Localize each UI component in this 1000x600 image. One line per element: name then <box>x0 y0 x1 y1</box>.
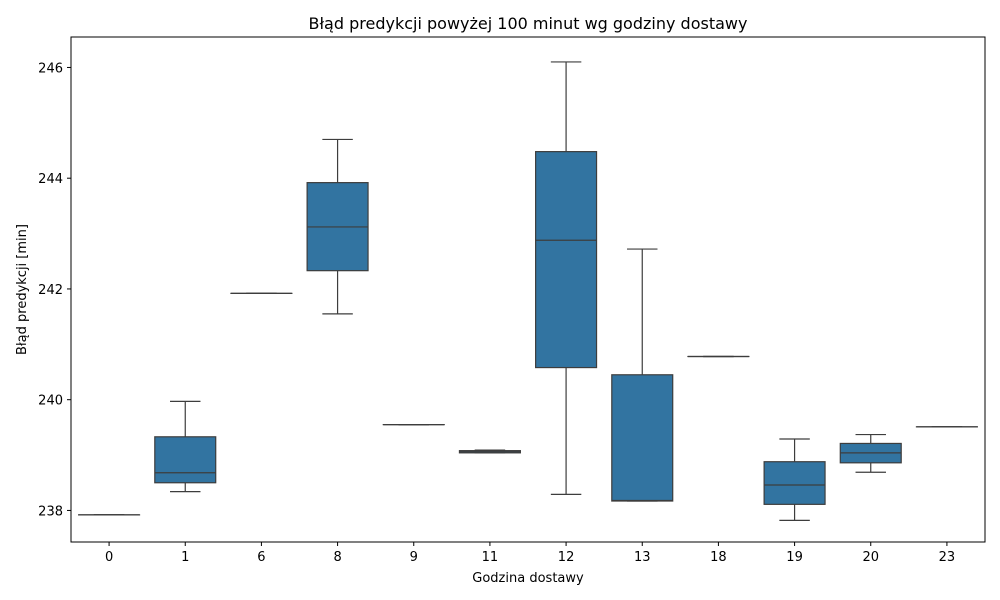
y-tick-label: 244 <box>38 172 63 187</box>
box-iqr <box>611 374 674 502</box>
box-group-8 <box>306 138 369 315</box>
x-axis: 0 1 6 8 9 11 12 13 18 19 20 23 <box>105 542 955 565</box>
x-tick-label: 9 <box>410 550 418 565</box>
box-iqr <box>154 436 217 484</box>
x-tick-label: 6 <box>257 550 265 565</box>
box-group-13 <box>611 248 674 502</box>
plot-area-frame <box>70 36 986 543</box>
y-tick-label: 246 <box>38 61 63 76</box>
box-group-1 <box>154 400 217 493</box>
x-tick-label: 0 <box>105 550 113 565</box>
y-axis: 238 240 242 244 246 <box>38 61 71 519</box>
x-tick-label: 8 <box>333 550 341 565</box>
box-group-19 <box>763 438 826 522</box>
x-tick-label: 11 <box>482 550 499 565</box>
x-tick-label: 18 <box>710 550 727 565</box>
x-tick-label: 19 <box>786 550 803 565</box>
x-tick-label: 1 <box>181 550 189 565</box>
boxes-layer <box>78 61 978 522</box>
box-group-11 <box>458 449 521 454</box>
y-tick-label: 238 <box>38 504 63 519</box>
y-tick-label: 240 <box>38 394 63 409</box>
chart-title: Błąd predykcji powyżej 100 minut wg godz… <box>309 14 748 33</box>
x-tick-label: 20 <box>862 550 879 565</box>
box-group-20 <box>839 433 902 473</box>
x-tick-label: 23 <box>939 550 956 565</box>
x-tick-label: 13 <box>634 550 651 565</box>
y-axis-title: Błąd predykcji [min] <box>15 224 30 355</box>
box-iqr <box>535 151 598 369</box>
box-group-12 <box>535 61 598 495</box>
y-tick-label: 242 <box>38 283 63 298</box>
x-tick-label: 12 <box>558 550 575 565</box>
box-iqr <box>763 461 826 505</box>
x-axis-title: Godzina dostawy <box>472 571 584 586</box>
